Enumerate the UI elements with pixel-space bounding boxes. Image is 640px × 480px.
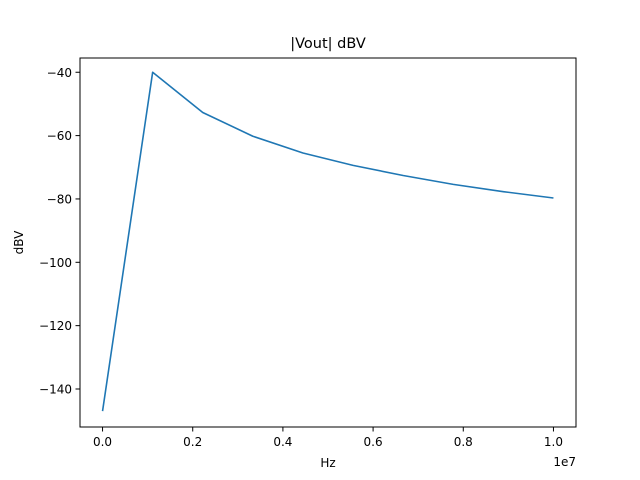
y-tick-label: −100 — [39, 256, 72, 270]
y-tick-label: −140 — [39, 382, 72, 396]
x-tick-label: 0.4 — [273, 435, 292, 449]
y-axis: −140 −120 −100 −80 −60 −40 — [39, 66, 80, 396]
x-tick-label: 0.2 — [183, 435, 202, 449]
y-tick-label: −60 — [47, 129, 72, 143]
y-tick-label: −40 — [47, 66, 72, 80]
plot-area — [101, 71, 554, 412]
x-tick-label: 0.8 — [454, 435, 473, 449]
x-tick-label: 0.6 — [364, 435, 383, 449]
x-tick-label: 1.0 — [544, 435, 563, 449]
chart-title: |Vout| dBV — [290, 36, 366, 52]
axes-frame — [79, 57, 577, 428]
y-tick-label: −120 — [39, 319, 72, 333]
y-axis-label: dBV — [12, 230, 26, 254]
x-tick-label: 0.0 — [93, 435, 112, 449]
x-axis: 0.0 0.2 0.4 0.6 0.8 1.0 — [93, 427, 563, 449]
y-tick-label: −80 — [47, 192, 72, 206]
x-axis-offset-label: 1e7 — [553, 455, 576, 469]
series-line — [101, 71, 554, 412]
x-axis-label: Hz — [320, 456, 335, 470]
